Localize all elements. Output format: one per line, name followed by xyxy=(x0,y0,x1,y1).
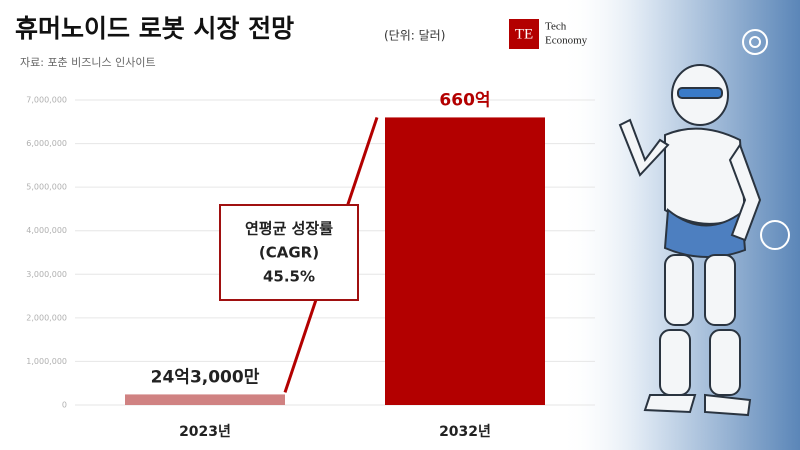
y-tick-label: 1,000,000 xyxy=(26,357,67,366)
y-tick-label: 0 xyxy=(62,401,67,410)
robot-illustration xyxy=(618,64,762,417)
decorative-icons xyxy=(742,29,790,250)
source: 자료: 포춘 비즈니스 인사이트 xyxy=(20,56,156,69)
y-tick-label: 5,000,000 xyxy=(26,183,67,192)
annotation-text: 45.5% xyxy=(263,268,315,286)
logo-text: Tech xyxy=(545,21,567,33)
chart-subtitle: (단위: 달러) xyxy=(384,29,445,43)
y-tick-label: 6,000,000 xyxy=(26,139,67,148)
annotation-text: 연평균 성장률 xyxy=(245,220,333,238)
x-tick-label: 2032년 xyxy=(439,424,491,440)
y-tick-label: 7,000,000 xyxy=(26,96,67,105)
logo: TE Tech Economy xyxy=(509,19,588,49)
x-tick-label: 2023년 xyxy=(179,424,231,440)
value-label: 660억 xyxy=(439,90,490,110)
plot-area: 0 1,000,000 2,000,000 3,000,000 4,000,000 5,0… xyxy=(26,90,595,440)
y-tick-label: 4,000,000 xyxy=(26,226,67,235)
annotation-text: (CAGR) xyxy=(259,244,319,262)
annotation-box xyxy=(219,204,359,301)
logo-mark: TE xyxy=(515,26,533,42)
logo-mark-bg xyxy=(509,19,539,49)
chart-title: 휴머노이드 로봇 시장 전망 xyxy=(15,14,294,43)
y-tick-label: 2,000,000 xyxy=(26,313,67,322)
bar xyxy=(385,117,545,405)
y-tick-label: 3,000,000 xyxy=(26,270,67,279)
value-label: 24억3,000만 xyxy=(151,367,260,387)
bar xyxy=(125,394,285,405)
logo-text: Economy xyxy=(545,35,588,47)
